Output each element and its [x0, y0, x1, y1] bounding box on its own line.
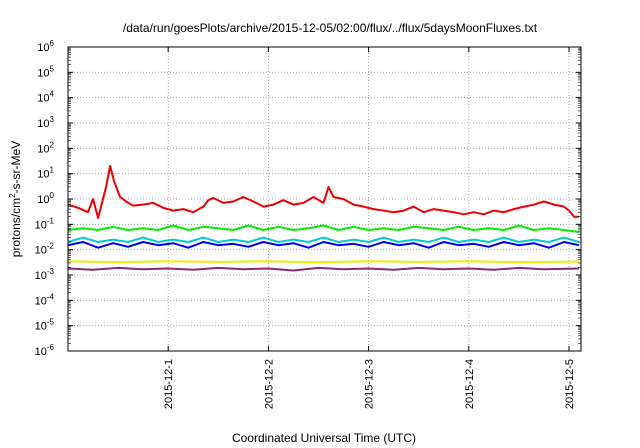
y-tick-exponent: -5: [47, 318, 55, 327]
y-axis-label: protons/cm2-s-sr-MeV: [8, 141, 23, 257]
x-tick-label: 2015-12-3: [364, 359, 376, 409]
x-tick-label: 2015-12-5: [564, 359, 576, 409]
y-tick-base: 10: [37, 169, 49, 181]
y-tick-base: 10: [35, 295, 47, 307]
y-tick-label: 102: [37, 140, 54, 155]
y-tick-exponent: 4: [50, 90, 55, 99]
chart-title: /data/run/goesPlots/archive/2015-12-05/0…: [123, 21, 538, 35]
x-tick-label: 2015-12-2: [263, 359, 275, 409]
y-tick-exponent: -4: [47, 292, 55, 301]
y-axis-label-rest: -s-sr-MeV: [9, 141, 23, 194]
y-tick-exponent: 2: [50, 140, 55, 149]
y-tick-base: 10: [35, 346, 47, 358]
series-line: [67, 260, 580, 264]
x-axis-ticks: 2015-12-1 2015-12-2 2015-12-3 2015-12-4 2015…: [163, 47, 576, 409]
y-tick-label: 103: [37, 115, 54, 130]
y-axis-label-main: protons/cm: [9, 198, 23, 257]
y-tick-base: 10: [35, 245, 47, 257]
y-tick-base: 10: [35, 321, 47, 333]
y-tick-label: 101: [37, 166, 54, 181]
series-line: [67, 224, 580, 233]
series-line: [67, 241, 580, 249]
y-tick-exponent: -1: [47, 216, 55, 225]
series-line: [67, 236, 580, 243]
y-tick-base: 10: [37, 194, 49, 206]
series-lines: [67, 165, 580, 272]
y-tick-exponent: 6: [50, 39, 55, 48]
y-tick-exponent: -3: [47, 267, 55, 276]
y-tick-label: 105: [37, 64, 54, 79]
y-tick-label: 106: [37, 39, 54, 54]
y-tick-label: 10-3: [35, 267, 55, 282]
y-tick-base: 10: [37, 93, 49, 105]
y-tick-base: 10: [37, 143, 49, 155]
x-tick-label: 2015-12-1: [163, 359, 175, 409]
y-tick-label: 10-5: [35, 318, 55, 333]
y-tick-label: 10-1: [35, 216, 55, 231]
y-tick-exponent: 3: [50, 115, 55, 124]
y-tick-exponent: -2: [47, 242, 55, 251]
y-axis-label-superscript: 2: [8, 193, 17, 198]
y-tick-label: 100: [37, 191, 54, 206]
y-tick-label: 10-6: [35, 343, 55, 358]
y-axis-ticks: 10-610-510-410-310-210-11001011021031041…: [35, 39, 581, 358]
y-tick-base: 10: [37, 118, 49, 130]
y-tick-base: 10: [37, 42, 49, 54]
y-tick-exponent: 5: [50, 64, 55, 73]
y-tick-exponent: 0: [50, 191, 55, 200]
y-tick-label: 10-2: [35, 242, 55, 257]
y-tick-label: 104: [37, 90, 54, 105]
x-tick-label: 2015-12-4: [464, 359, 476, 409]
series-line: [67, 266, 580, 272]
y-tick-base: 10: [35, 219, 47, 231]
y-tick-exponent: -6: [47, 343, 55, 352]
y-tick-exponent: 1: [50, 166, 55, 175]
x-axis-label: Coordinated Universal Time (UTC): [232, 431, 416, 445]
series-line: [67, 165, 579, 219]
y-tick-base: 10: [37, 67, 49, 79]
y-tick-label: 10-4: [35, 292, 55, 307]
y-tick-base: 10: [35, 270, 47, 282]
